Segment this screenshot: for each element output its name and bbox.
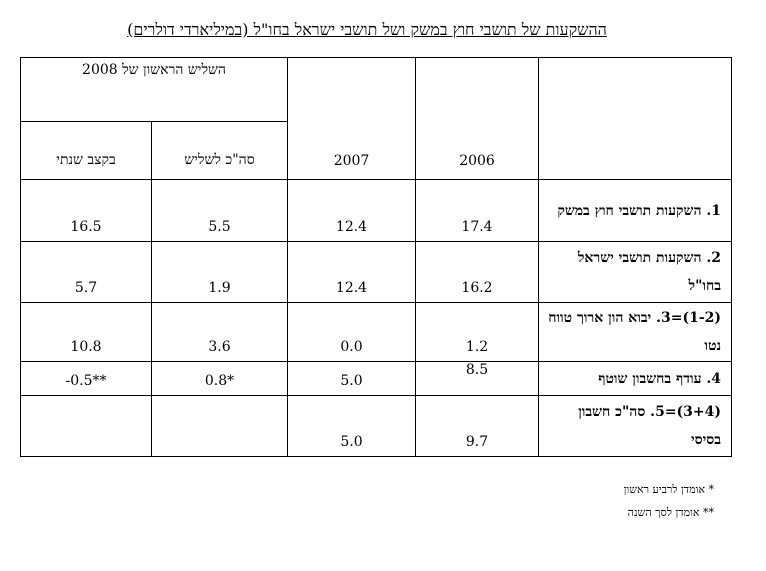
cell-annual: 16.5 xyxy=(19,179,153,242)
table-row: (3+4)=5. סה"כ חשבון בסיסי 9.7 5.0 xyxy=(19,395,733,457)
cell-total: 0.8* xyxy=(151,361,289,396)
cell-2007: 5.0 xyxy=(287,395,417,457)
cell-2007: 0.0 xyxy=(287,302,417,362)
cell-2007: 5.0 xyxy=(287,361,417,396)
cell-2006: 1.2 xyxy=(415,302,540,362)
header-row-2: סה"כ לשליש בקצב שנתי xyxy=(19,121,732,180)
row-label: 1. השקעות תושבי חוץ במשק xyxy=(538,179,733,242)
row-label: 4. עודף בחשבון שוטף xyxy=(538,361,733,396)
cell-annual: 10.8 xyxy=(19,302,153,362)
row-label: (3+4)=5. סה"כ חשבון בסיסי xyxy=(538,395,733,457)
header-row-1: 2006 2007 השליש הראשון של 2008 xyxy=(19,57,733,180)
table-row: 1. השקעות תושבי חוץ במשק 17.4 12.4 5.5 1… xyxy=(19,179,733,242)
header-total-third: סה"כ לשליש xyxy=(151,121,289,180)
cell-total: 3.6 xyxy=(151,302,289,362)
cell-2006: 8.5 xyxy=(415,361,540,396)
header-2007: 2007 xyxy=(287,57,417,180)
header-label-cell xyxy=(538,57,733,180)
cell-2006: 17.4 xyxy=(415,179,540,242)
table-title: ההשקעות של תושבי חוץ במשק ושל תושבי ישרא… xyxy=(127,20,607,39)
row-label: 2. השקעות תושבי ישראל בחו"ל xyxy=(538,241,733,303)
cell-total xyxy=(151,395,289,457)
cell-total: 5.5 xyxy=(151,179,289,242)
row-label: (1-2)=3. יבוא הון ארוך טווח נטו xyxy=(538,302,733,362)
header-2008-group: השליש הראשון של 2008 xyxy=(19,57,289,122)
cell-total: 1.9 xyxy=(151,241,289,303)
footnote-1: * אומדן לרביע ראשון xyxy=(623,483,714,496)
cell-annual: -0.5** xyxy=(19,361,153,396)
table-row: 4. עודף בחשבון שוטף 8.5 5.0 0.8* -0.5** xyxy=(19,361,733,396)
header-2006: 2006 xyxy=(415,57,540,180)
table-row: 2. השקעות תושבי ישראל בחו"ל 16.2 12.4 1.… xyxy=(19,241,733,303)
cell-2007: 12.4 xyxy=(287,179,417,242)
cell-2006: 16.2 xyxy=(415,241,540,303)
cell-2007: 12.4 xyxy=(287,241,417,303)
header-annual-rate: בקצב שנתי xyxy=(19,121,153,180)
cell-2006: 9.7 xyxy=(415,395,540,457)
footnote-2: ** אומדן לסך השנה xyxy=(627,506,714,519)
cell-annual: 5.7 xyxy=(19,241,153,303)
table-row: (1-2)=3. יבוא הון ארוך טווח נטו 1.2 0.0 … xyxy=(19,302,733,362)
investments-table: 2006 2007 השליש הראשון של 2008 סה"כ לשלי… xyxy=(19,57,733,457)
cell-annual xyxy=(19,395,153,457)
